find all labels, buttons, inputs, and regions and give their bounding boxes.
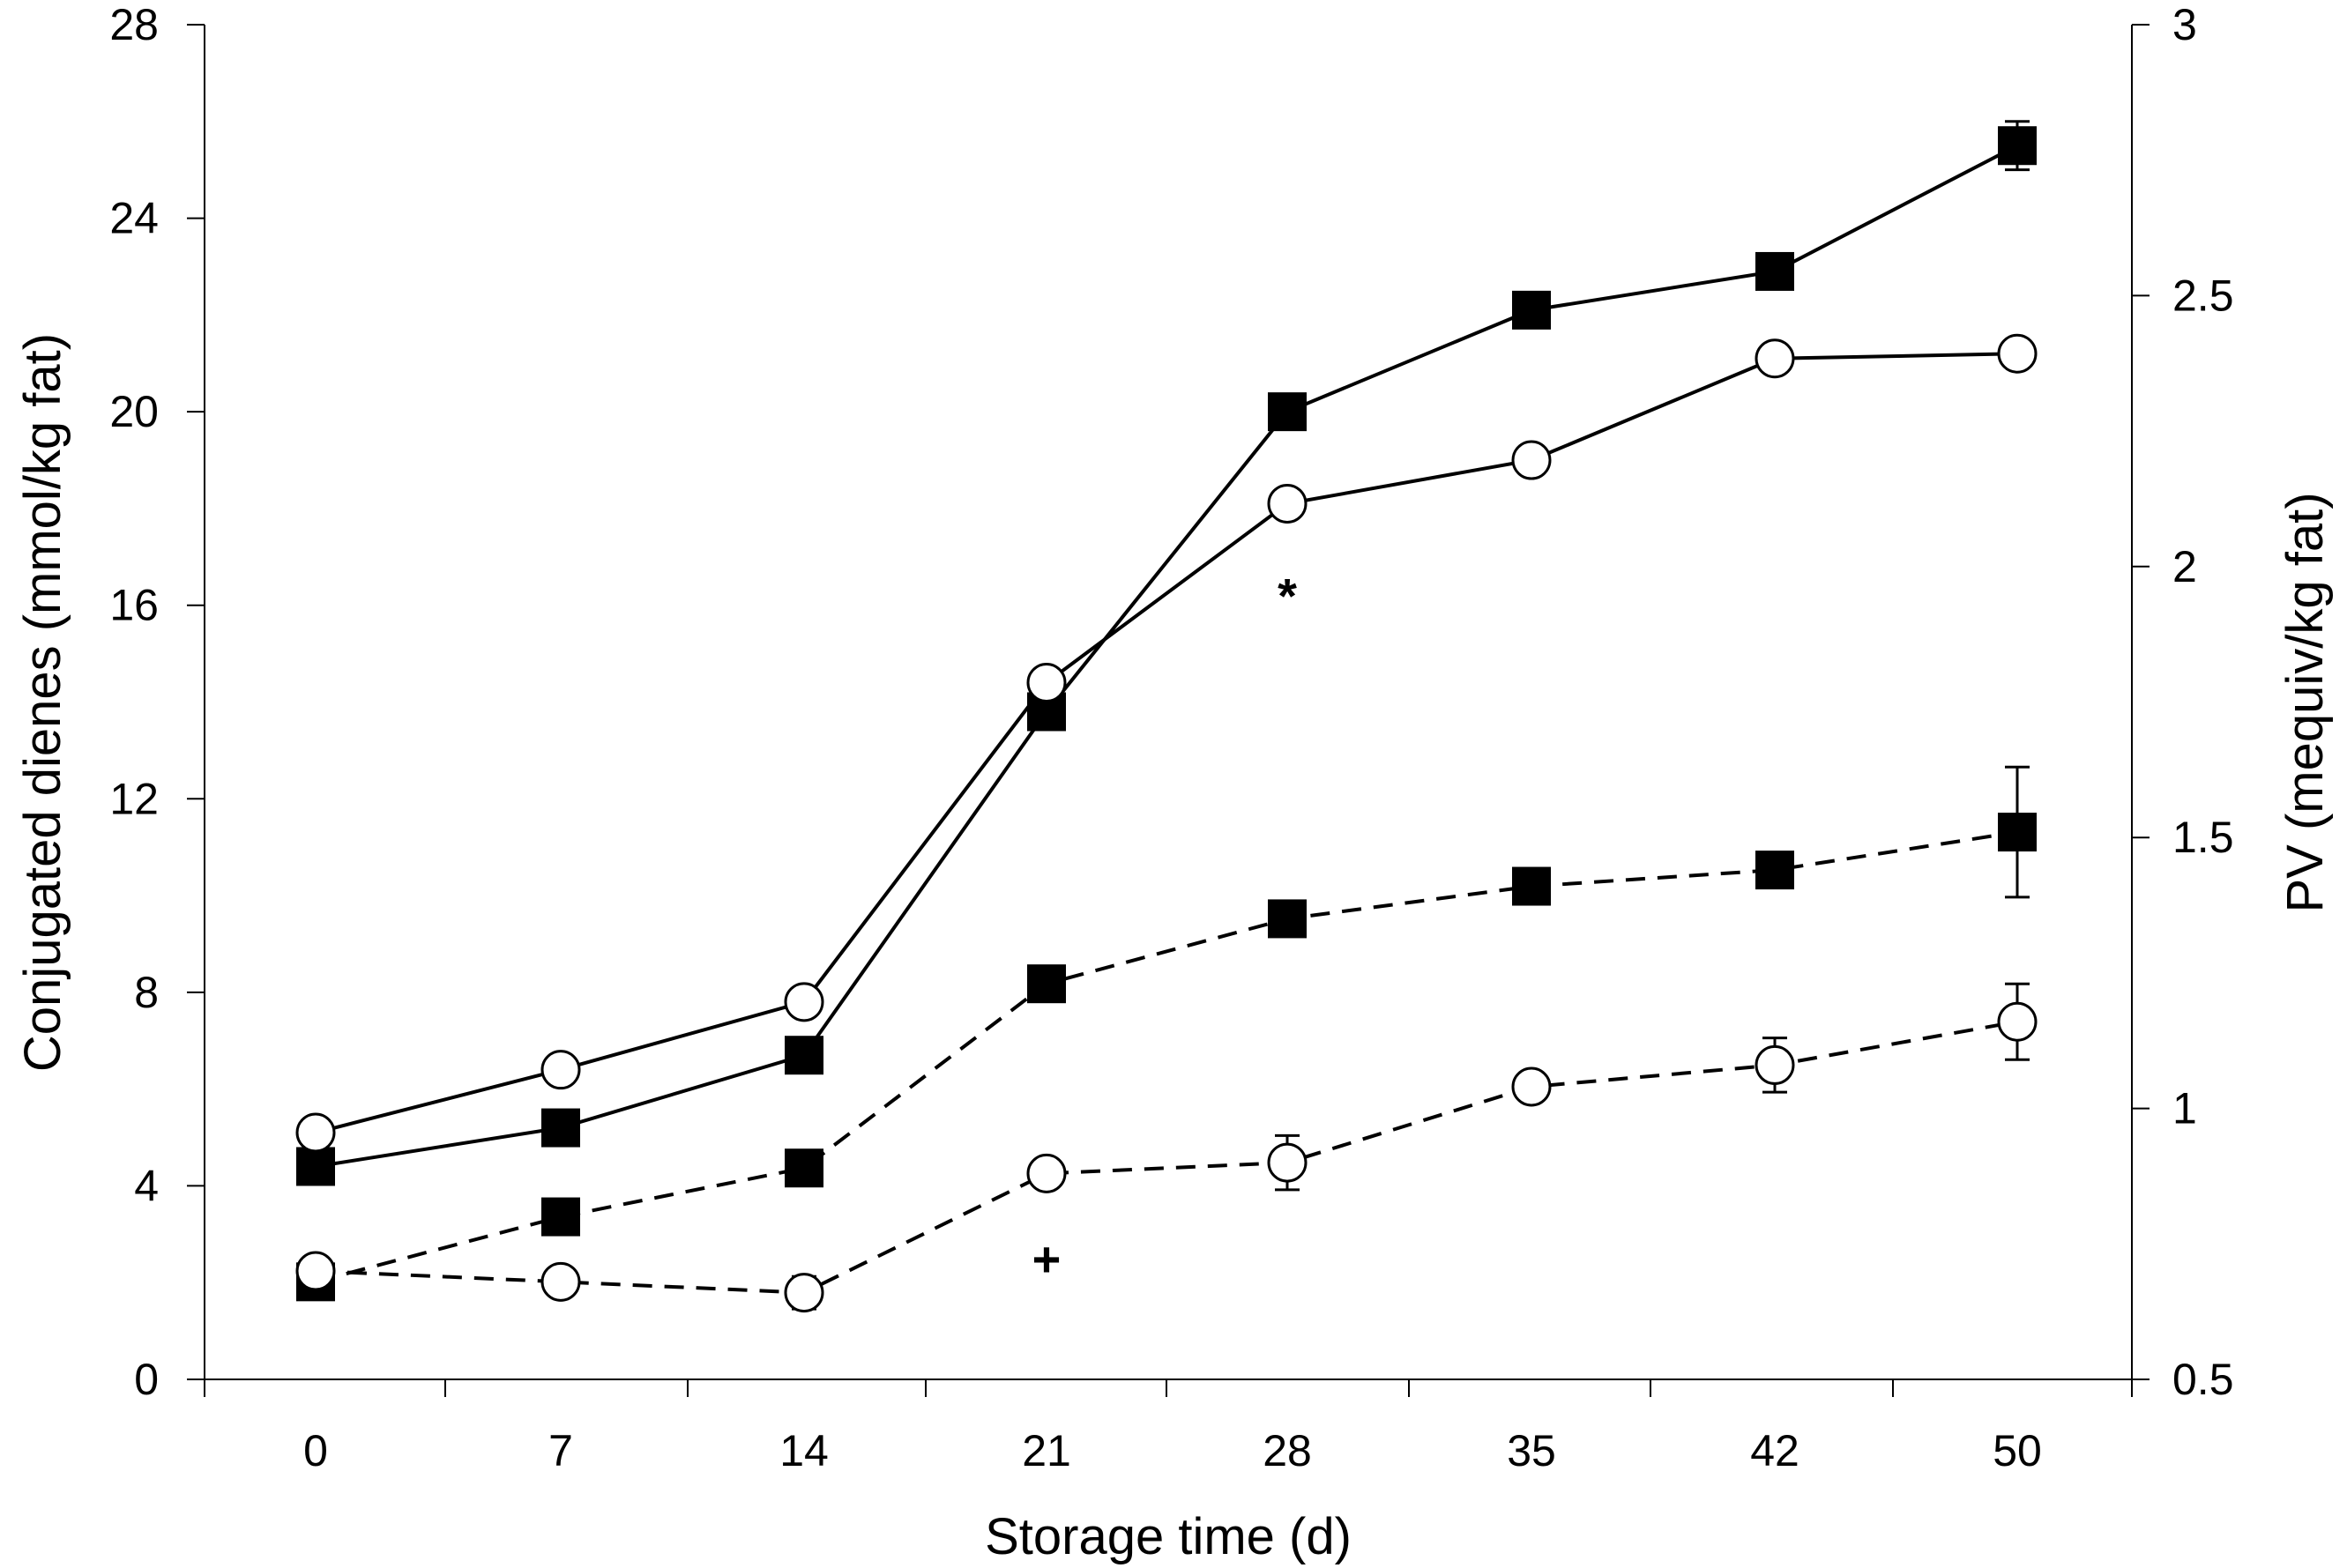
data-point	[1027, 964, 1066, 1004]
y-right-tick-label: 3	[2172, 0, 2197, 49]
data-point	[295, 1112, 336, 1153]
series-1	[296, 120, 2037, 1186]
x-tick-label: 7	[548, 1426, 573, 1475]
series-line	[315, 352, 2018, 1134]
y-right-tick-label: 1	[2172, 1084, 2197, 1133]
annotation-mark: +	[1032, 1231, 1062, 1287]
data-point	[784, 982, 824, 1022]
data-point	[1997, 1001, 2038, 1042]
data-point	[296, 1147, 335, 1186]
data-point	[540, 1050, 581, 1090]
series-line	[315, 830, 2018, 1284]
data-point	[1267, 1142, 1308, 1183]
y-axis-left-title: Conjugated dienes (mmol/kg fat)	[14, 333, 71, 1072]
x-axis-title: Storage time (d)	[985, 1508, 1352, 1565]
y-left-tick-label: 8	[134, 968, 159, 1017]
series-line	[315, 1020, 2018, 1295]
y-right-tick-label: 1.5	[2172, 813, 2234, 862]
series-3	[296, 765, 2037, 1302]
annotations: *+	[1032, 568, 1297, 1287]
data-point	[784, 1273, 824, 1313]
y-left-tick-label: 16	[109, 581, 159, 630]
x-tick-label: 14	[779, 1426, 829, 1475]
data-point	[1512, 866, 1551, 906]
y-left-tick-label: 24	[109, 194, 159, 243]
data-point	[1267, 483, 1308, 524]
data-point	[1998, 126, 2037, 166]
x-tick-label: 28	[1263, 1426, 1312, 1475]
data-point	[1755, 338, 1795, 379]
data-point	[1512, 290, 1551, 330]
y-left-tick-label: 0	[134, 1355, 159, 1404]
y-left-tick-label: 4	[134, 1161, 159, 1210]
x-tick-label: 21	[1022, 1426, 1071, 1475]
data-point	[1998, 813, 2037, 852]
annotation-mark: *	[1278, 568, 1297, 624]
ticks: 0 4 8 12 16 20 24 28 0.5 1 1.5 2 2.5 3 0 7 14 21 28 35 42 50	[109, 0, 2233, 1475]
y-right-tick-label: 0.5	[2172, 1355, 2234, 1404]
data-point	[1511, 440, 1552, 480]
y-left-tick-label: 12	[109, 774, 159, 823]
data-point	[541, 1108, 580, 1148]
axes	[204, 25, 2133, 1380]
data-point	[1511, 1066, 1552, 1107]
x-tick-label: 0	[303, 1426, 328, 1475]
x-tick-label: 42	[1750, 1426, 1799, 1475]
x-tick-label: 50	[1993, 1426, 2042, 1475]
data-point	[540, 1261, 581, 1302]
data-point	[1268, 899, 1307, 939]
data-point	[1026, 663, 1067, 703]
data-point	[785, 1148, 823, 1188]
data-point	[1997, 333, 2038, 374]
y-left-tick-label: 28	[109, 0, 159, 49]
series-4	[295, 982, 2038, 1313]
data-point	[1268, 392, 1307, 432]
data-point	[1755, 251, 1794, 291]
y-right-tick-label: 2.5	[2172, 271, 2234, 320]
data-point	[785, 1036, 823, 1075]
data-point	[541, 1197, 580, 1237]
data-point	[1755, 851, 1794, 890]
series-line	[315, 144, 2018, 1169]
series-layer	[295, 120, 2038, 1313]
data-point	[1026, 1153, 1067, 1193]
y-left-tick-label: 20	[109, 387, 159, 436]
series-2	[295, 333, 2038, 1153]
y-axis-right-title: PV (mequiv/kg fat)	[2276, 492, 2334, 912]
data-point	[1755, 1044, 1795, 1085]
y-right-tick-label: 2	[2172, 542, 2197, 591]
data-point	[295, 1251, 336, 1291]
x-tick-label: 35	[1507, 1426, 1556, 1475]
